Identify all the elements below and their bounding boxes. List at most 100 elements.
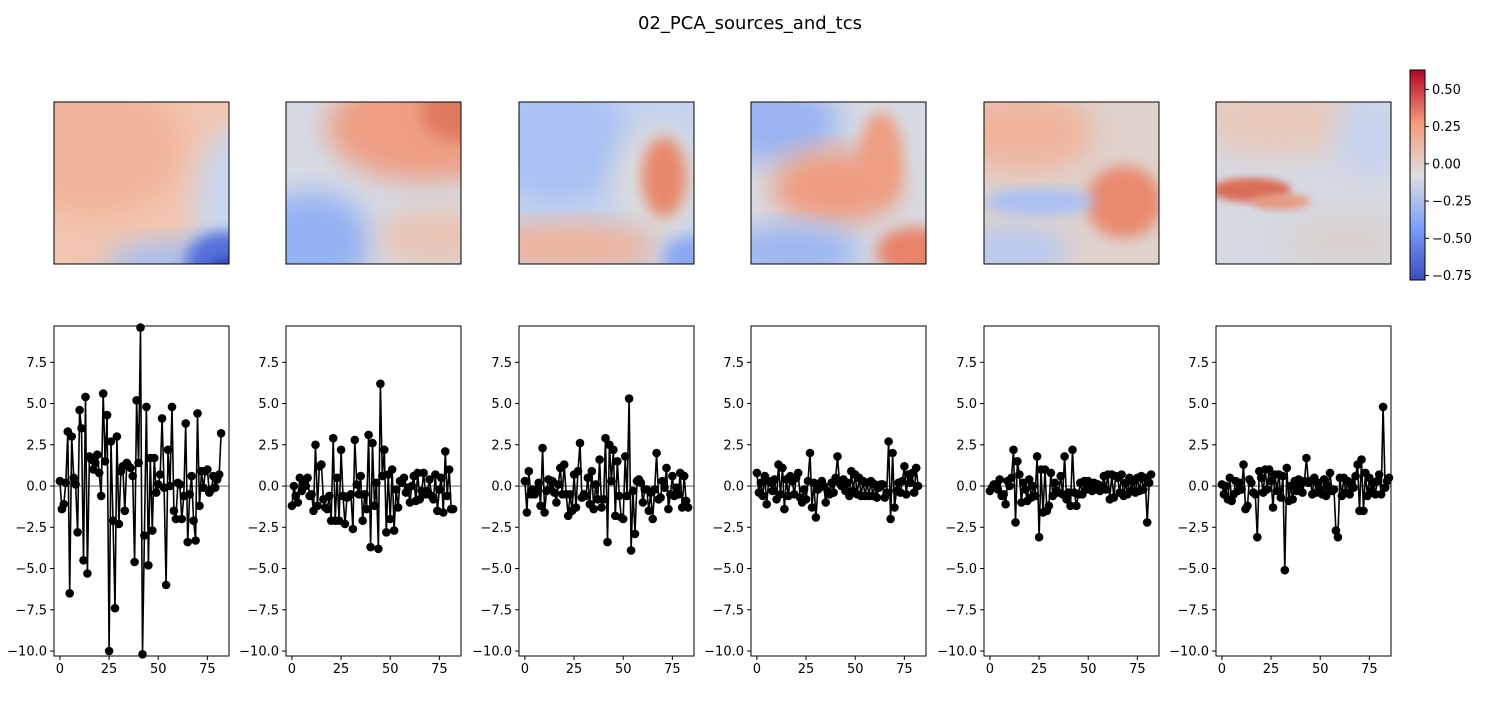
data-point — [886, 514, 895, 524]
data-point — [332, 473, 342, 483]
data-point — [142, 402, 151, 412]
y-tick-label: 7.5 — [491, 356, 512, 371]
data-point — [1239, 460, 1248, 469]
data-point — [1068, 445, 1077, 455]
y-tick-label: −10.0 — [7, 645, 47, 660]
data-point — [1015, 470, 1024, 479]
y-tick-label: −2.5 — [15, 521, 47, 536]
data-point — [368, 438, 377, 448]
data-point — [187, 471, 196, 481]
data-point — [419, 468, 428, 478]
data-point — [620, 452, 630, 461]
data-point — [591, 480, 600, 489]
source-map-4 — [750, 101, 927, 265]
data-point — [100, 457, 110, 466]
x-tick-label: 75 — [1361, 662, 1378, 677]
data-point — [1256, 473, 1266, 483]
data-point — [1072, 501, 1081, 511]
axes-frame — [285, 325, 462, 657]
data-point — [163, 445, 173, 455]
data-point — [872, 493, 882, 502]
data-point — [1288, 495, 1297, 504]
x-tick-label: 0 — [56, 662, 64, 677]
data-point — [348, 524, 358, 534]
data-point — [376, 379, 385, 389]
data-point — [762, 499, 771, 509]
data-point — [778, 463, 787, 473]
data-point — [1325, 468, 1335, 478]
data-point — [177, 514, 187, 524]
data-point — [622, 491, 632, 501]
colorbar-tick-label: −0.75 — [1432, 269, 1472, 284]
axes-frame — [750, 325, 927, 657]
colorbar-tick-label: 0.50 — [1432, 83, 1461, 98]
data-point — [81, 392, 90, 402]
data-point — [1384, 473, 1394, 483]
x-tick-label: 50 — [1080, 662, 1097, 677]
data-point — [389, 526, 399, 535]
data-point — [664, 504, 673, 514]
data-point — [581, 491, 591, 501]
y-tick-label: −7.5 — [1177, 603, 1209, 618]
data-point — [890, 503, 899, 512]
data-point — [658, 476, 667, 486]
y-tick-label: −2.5 — [1177, 521, 1209, 536]
data-point — [77, 424, 86, 433]
x-tick-label: 25 — [566, 662, 583, 677]
x-tick-label: 0 — [1218, 662, 1226, 677]
data-point — [93, 450, 102, 460]
y-tick-label: −5.0 — [247, 562, 279, 577]
data-point — [1321, 491, 1331, 501]
data-point — [595, 455, 604, 464]
x-tick-label: 25 — [101, 662, 118, 677]
data-point — [552, 498, 561, 507]
data-point — [293, 498, 303, 507]
y-tick-label: 7.5 — [1188, 356, 1209, 371]
y-tick-label: −5.0 — [480, 562, 512, 577]
y-tick-label: 5.0 — [258, 397, 279, 412]
data-point — [102, 410, 112, 420]
data-point — [96, 491, 106, 501]
timecourse-panel-1: 0 25 50 75 7.5 5.0 2.5 0.0 −2.5 −5.0 −7.5 −10.0 — [7, 323, 230, 677]
data-point — [151, 488, 161, 497]
y-tick-label: 0.0 — [258, 480, 279, 495]
x-tick-label: 75 — [1129, 662, 1146, 677]
source-map-3 — [518, 101, 695, 265]
y-tick-label: −2.5 — [247, 521, 279, 536]
x-tick-label: 25 — [1031, 662, 1048, 677]
colorbar: 0.50 0.25 0.00 −0.25 −0.50 −0.75 — [1409, 69, 1472, 284]
data-point — [677, 503, 687, 512]
data-point — [587, 466, 597, 476]
x-tick-label: 50 — [1312, 662, 1329, 677]
x-tick-label: 25 — [798, 662, 815, 677]
data-point — [1028, 481, 1038, 491]
data-point — [628, 486, 638, 496]
data-point — [648, 514, 657, 524]
timecourse-panel-5: 0 25 50 75 7.5 5.0 2.5 0.0 −2.5 −5.0 −7.5 −10.0 — [937, 325, 1160, 677]
data-point — [144, 561, 153, 570]
data-point — [140, 531, 149, 540]
y-tick-label: −10.0 — [704, 645, 744, 660]
data-point — [843, 478, 852, 488]
data-point — [888, 448, 897, 458]
timecourse-panel-6: 0 25 50 75 7.5 5.0 2.5 0.0 −2.5 −5.0 −7.5 −10.0 — [1169, 325, 1394, 677]
data-point — [106, 437, 116, 446]
x-tick-label: 25 — [1263, 662, 1280, 677]
data-point — [833, 452, 842, 461]
data-point — [340, 519, 350, 529]
data-point — [609, 445, 618, 455]
data-point — [1021, 485, 1030, 494]
y-tick-label: −5.0 — [712, 562, 744, 577]
y-tick-label: −7.5 — [480, 603, 512, 618]
data-point — [203, 465, 212, 474]
data-point — [199, 483, 208, 493]
data-point — [913, 481, 923, 491]
data-point — [181, 419, 190, 428]
data-point — [1007, 473, 1016, 483]
data-point — [364, 430, 373, 440]
data-point — [328, 433, 338, 443]
data-point — [776, 490, 785, 499]
data-point — [439, 508, 448, 517]
data-point — [1062, 495, 1071, 504]
data-point — [1266, 476, 1276, 486]
